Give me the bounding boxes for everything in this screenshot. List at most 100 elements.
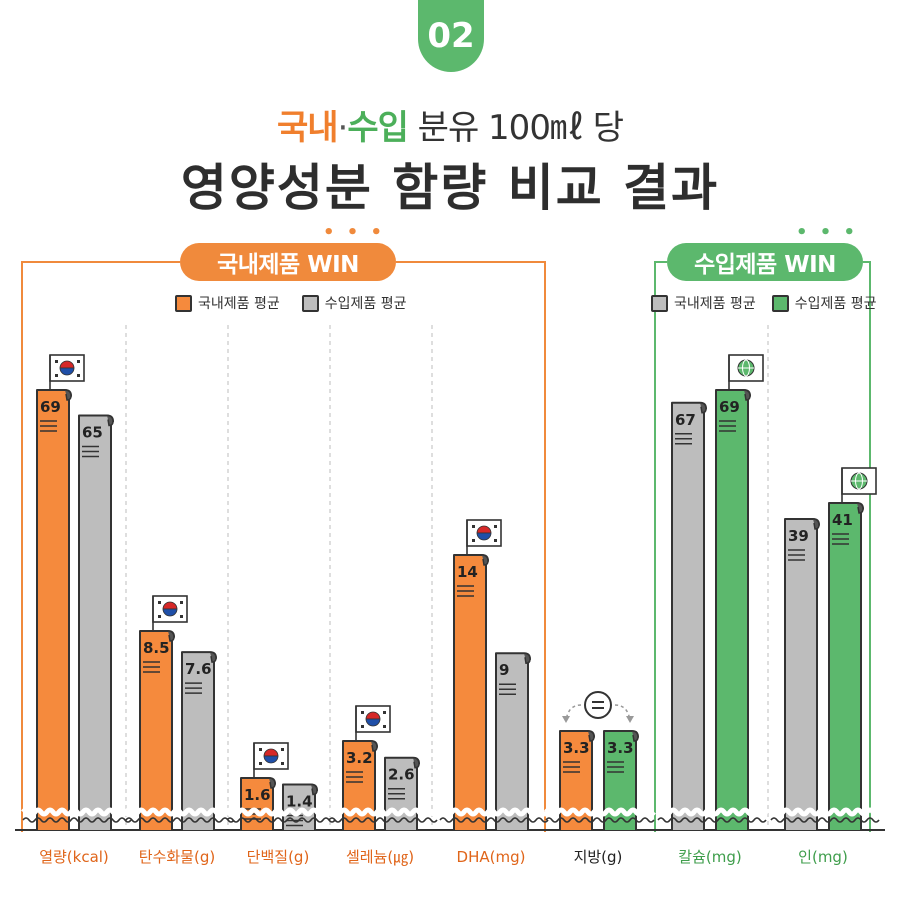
bar-imported-7-shape [828, 502, 864, 830]
bar-domestic-2: 1.6 [240, 777, 276, 830]
bar-label-imported-7: 41 [832, 511, 853, 529]
axis-break-0-1 [22, 817, 132, 823]
domestic-win-frame [21, 261, 546, 832]
bar-domestic-6-shape [671, 401, 707, 830]
bar-domestic-1-shape [139, 630, 175, 830]
title-rest: 분유 100㎖ 당 [407, 108, 624, 148]
korea-flag-icon-2-trigram-1 [281, 748, 284, 751]
category-label-3: 셀레늄(㎍) [346, 848, 414, 866]
bar-label-domestic-5: 3.3 [563, 739, 590, 757]
korea-flag-icon-2 [253, 742, 289, 778]
korea-flag-icon-3 [355, 705, 391, 741]
axis-break-4-1 [439, 817, 549, 823]
bar-label-domestic-4: 14 [457, 563, 478, 581]
section-number-badge: 02 [418, 0, 484, 72]
korea-flag-icon-4-trigram-0 [472, 525, 475, 528]
korea-flag-icon-3-taeguk-bottom [365, 718, 381, 727]
bar-label-domestic-3: 3.2 [346, 749, 373, 767]
tie-arrow-right [614, 704, 631, 722]
domestic-win-label: 국내제품 WIN [217, 252, 359, 278]
korea-flag-icon-1-trigram-0 [158, 601, 161, 604]
title-main: 영양성분 함량 비교 결과 [180, 159, 720, 217]
axis-break-3-0 [327, 807, 439, 817]
category-label-2: 단백질(g) [247, 848, 310, 866]
axis-break-6-1 [657, 817, 767, 823]
korea-flag-icon-3-trigram-2 [361, 725, 364, 728]
korea-flag-icon-4-taeguk-bottom [476, 532, 492, 541]
bar-label-domestic-2: 1.6 [244, 786, 271, 804]
imported-win-frame [654, 261, 871, 832]
domestic-win-badge: 국내제품 WIN [180, 243, 396, 281]
bar-imported-1-shape [181, 651, 217, 830]
korea-flag-icon-2-trigram-0 [259, 748, 262, 751]
korea-flag-icon-1-trigram-2 [158, 615, 161, 618]
bar-label-imported-2: 1.4 [286, 793, 313, 811]
axis-break-2-1 [226, 817, 336, 823]
bar-domestic-6-curl [699, 402, 707, 414]
bar-imported-7-curl [856, 502, 864, 514]
bar-imported-4: 9 [495, 652, 531, 830]
legend-label-imported-right: 수입제품 평균 [794, 296, 877, 312]
bar-imported-2: 1.4 [282, 783, 318, 830]
axis-break-4-0 [438, 807, 550, 817]
bar-imported-6: 69 [715, 389, 751, 830]
category-label-4: DHA(mg) [457, 848, 526, 866]
bar-domestic-5: 3.3 [559, 730, 595, 830]
tie-arrowhead-right [626, 716, 634, 723]
tie-arrow-left [565, 704, 582, 722]
imported-win-badge: 수입제품 WIN [667, 243, 863, 281]
bar-label-domestic-0: 69 [40, 398, 61, 416]
globe-flag-icon-7 [841, 467, 877, 503]
imported-win-label: 수입제품 WIN [694, 252, 836, 278]
bar-imported-0: 65 [78, 414, 114, 830]
bar-domestic-3-curl [370, 740, 378, 752]
korea-flag-icon-0-trigram-0 [55, 360, 58, 363]
bar-imported-1-curl [209, 651, 217, 663]
bar-domestic-2-curl [268, 777, 276, 789]
legend-swatch-imported-green [771, 294, 789, 312]
legend-label-domestic-right: 국내제품 평균 [674, 296, 756, 312]
bar-domestic-0-curl [64, 389, 72, 401]
equal-icon [584, 691, 612, 719]
bar-label-imported-5: 3.3 [607, 739, 634, 757]
bar-domestic-6: 67 [671, 401, 707, 830]
title-line-1: 국내·수입 분유 100㎖ 당 [0, 100, 900, 149]
legend-label-imported: 수입제품 평균 [324, 296, 407, 312]
bar-domestic-3: 3.2 [342, 740, 378, 830]
bar-domestic-1-curl [167, 630, 175, 642]
axis-break-1-0 [124, 807, 236, 817]
korea-flag-icon-3-trigram-1 [383, 711, 386, 714]
axis-break-5-0 [544, 807, 656, 817]
legend-left: 국내제품 평균 수입제품 평균 [175, 293, 406, 313]
korea-flag-icon-0-taeguk-bottom [59, 367, 75, 376]
bar-domestic-0: 69 [36, 389, 72, 830]
bar-imported-0-shape [78, 414, 114, 830]
category-label-1: 탄수화물(g) [139, 848, 215, 866]
axis-break-3-1 [328, 817, 438, 823]
bar-domestic-7: 39 [784, 517, 820, 830]
korea-flag-icon-4-trigram-2 [472, 539, 475, 542]
bar-domestic-0-shape [36, 389, 72, 830]
category-label-0: 열량(kcal) [39, 848, 109, 866]
axis-break-2-0 [225, 807, 337, 817]
bar-label-domestic-7: 39 [788, 527, 809, 545]
axis-break-6-0 [656, 807, 768, 817]
axis-break-5-1 [545, 817, 655, 823]
bar-label-imported-1: 7.6 [185, 660, 212, 678]
bar-domestic-7-shape [784, 517, 820, 830]
title-separator: · [337, 108, 349, 148]
bar-domestic-1: 8.5 [139, 630, 175, 830]
korea-flag-icon-1-taeguk-bottom [162, 608, 178, 617]
imported-dots: • • • [796, 222, 859, 243]
domestic-dots: • • • [323, 222, 386, 243]
bar-label-domestic-1: 8.5 [143, 639, 170, 657]
legend-swatch-domestic-gray [651, 294, 668, 312]
legend-label-domestic: 국내제품 평균 [198, 296, 280, 312]
korea-flag-icon-3-trigram-3 [383, 725, 386, 728]
bar-imported-1: 7.6 [181, 651, 217, 830]
korea-flag-icon-1-trigram-3 [180, 615, 183, 618]
bar-imported-7: 41 [828, 502, 864, 830]
korea-flag-icon-2-trigram-3 [281, 762, 284, 765]
bar-imported-4-shape [495, 652, 531, 830]
